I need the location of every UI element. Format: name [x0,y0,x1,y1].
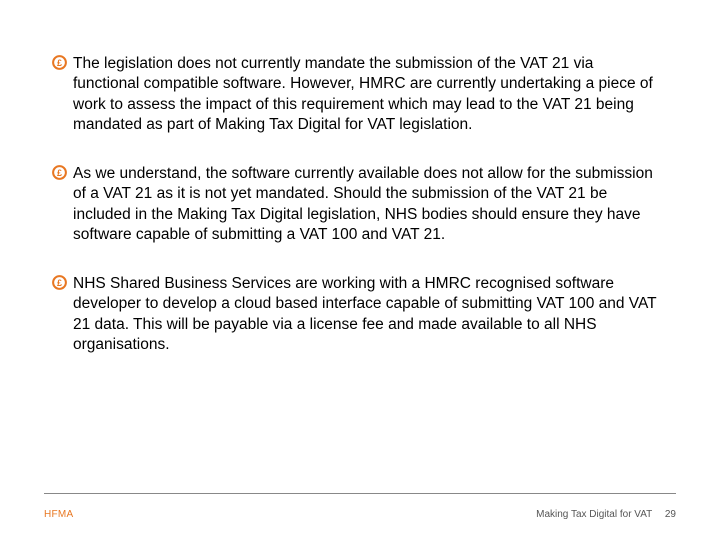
bullet-item: £ NHS Shared Business Services are worki… [52,274,662,356]
bullet-text: The legislation does not currently manda… [73,54,662,136]
pound-circle-icon: £ [52,275,67,290]
page-number: 29 [665,509,676,520]
bullet-item: £ The legislation does not currently man… [52,54,662,136]
pound-circle-icon: £ [52,165,67,180]
svg-text:£: £ [57,278,62,288]
bullet-item: £ As we understand, the software current… [52,164,662,246]
bullet-text: As we understand, the software currently… [73,164,662,246]
footer-divider [44,493,676,494]
pound-circle-icon: £ [52,55,67,70]
footer-title: Making Tax Digital for VAT [536,509,652,520]
bullet-list: £ The legislation does not currently man… [52,54,662,383]
footer-org: HFMA [44,509,74,520]
svg-text:£: £ [57,58,62,68]
bullet-text: NHS Shared Business Services are working… [73,274,662,356]
footer-title-page: Making Tax Digital for VAT 29 [536,509,676,520]
svg-text:£: £ [57,168,62,178]
